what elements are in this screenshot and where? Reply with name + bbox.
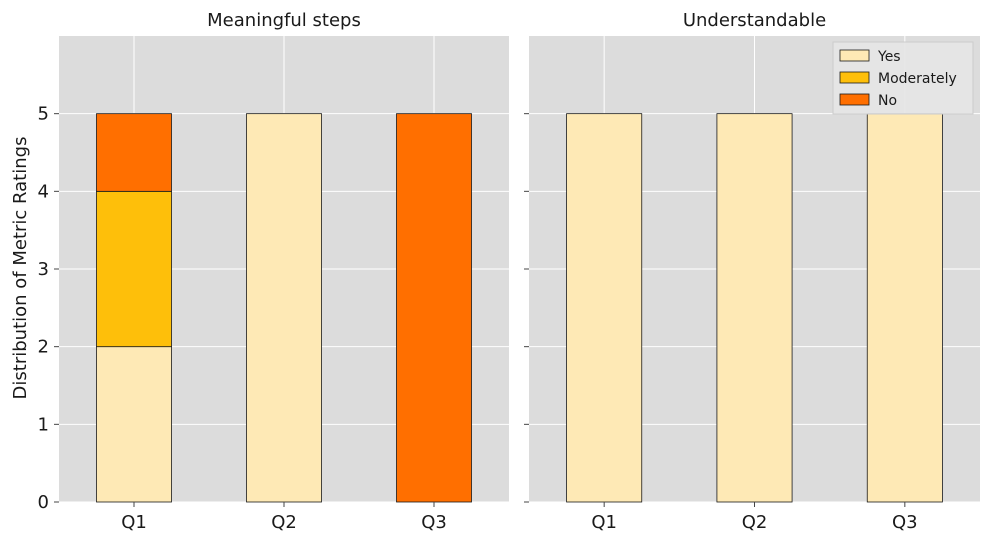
bar-q1-yes (566, 113, 643, 503)
bar-q2-yes (716, 113, 793, 503)
bar-q1-yes (96, 346, 172, 503)
panel-title: Meaningful steps (207, 10, 361, 31)
y-tick-label: 4 (38, 181, 49, 202)
y-tick-label: 5 (38, 104, 49, 125)
legend-swatch-moderately (839, 71, 870, 84)
legend-label-yes: Yes (877, 49, 901, 65)
y-axis-label: Distribution of Metric Ratings (10, 137, 31, 400)
y-tick-label: 3 (38, 259, 49, 280)
legend-label-no: No (878, 93, 897, 109)
legend: Yes Moderately No (832, 41, 974, 115)
bar-q1-no (96, 113, 172, 192)
bar-q2-yes (246, 113, 322, 503)
bar-q1-moderately (96, 190, 172, 348)
x-tick-label-q2: Q2 (742, 512, 768, 533)
x-tick-label-q2: Q2 (271, 512, 297, 533)
bar-q3-no (396, 113, 472, 503)
panel-2: Q1 Q2 Q3 Understandable Yes Moderately No (524, 10, 980, 533)
y-tick-label: 1 (38, 414, 49, 435)
legend-swatch-yes (839, 49, 870, 62)
bar-q3-yes (866, 113, 943, 503)
legend-swatch-no (839, 93, 870, 106)
y-tick-label: 2 (38, 337, 49, 358)
y-tick-label: 0 (38, 492, 49, 513)
x-tick-label-q1: Q1 (591, 512, 617, 533)
legend-label-moderately: Moderately (878, 71, 957, 87)
x-tick-label-q3: Q3 (892, 512, 918, 533)
x-tick-label-q1: Q1 (121, 512, 147, 533)
chart-panels: 0 1 2 3 4 5 Q1 Q2 Q3 Meaningful steps Q1 Q2 Q3 Unders… (38, 10, 980, 533)
panel-1: 0 1 2 3 4 5 Q1 Q2 Q3 Meaningful steps (38, 10, 509, 533)
panel-title: Understandable (683, 10, 826, 31)
x-tick-label-q3: Q3 (421, 512, 447, 533)
